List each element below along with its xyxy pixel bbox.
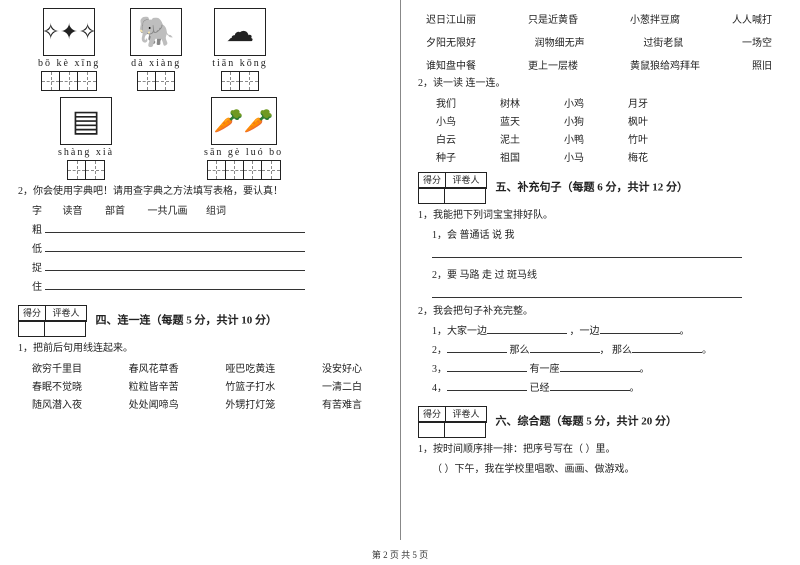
tianzi-grid [221, 71, 259, 91]
tianzi-grid [137, 71, 175, 91]
dict-row: 住 [32, 278, 382, 297]
q5-2-words: 2，要 马路 走 过 斑马线 [432, 266, 782, 285]
match-row-4: 我们树林 小鸡月牙 [436, 95, 782, 110]
stars-picture: ✧✦✧ [43, 8, 95, 56]
fill-line: 3， 有一座。 [432, 360, 782, 379]
answer-line [432, 288, 742, 298]
match-row: 迟日江山丽只是近黄昏 小葱拌豆腐人人喊打 [426, 11, 772, 26]
section-4-header: 得分 评卷人 四、连一连（每题 5 分，共计 10 分） [18, 305, 382, 337]
score-box-empty [18, 321, 86, 337]
pic-group: 🐘 dà xiàng [130, 8, 182, 91]
score-box-empty [418, 422, 486, 438]
section-6-header: 得分 评卷人 六、综合题（每题 5 分，共计 20 分） [418, 406, 782, 438]
section-5-header: 得分 评卷人 五、补充句子（每题 6 分，共计 12 分） [418, 172, 782, 204]
match-row: 谁知盘中餐更上一层楼 黄鼠狼给鸡拜年照旧 [426, 57, 772, 72]
pinyin-label: tiān kōng [212, 58, 268, 69]
q2r-lead: 2，读一读 连一连。 [418, 76, 782, 92]
dict-header-row: 字 读音 部首 一共几画 组词 [32, 202, 382, 221]
match-row: 夕阳无限好润物细无声 过街老鼠一场空 [426, 34, 772, 49]
dict-row: 粗 [32, 221, 382, 240]
q6-1-line: （ ）下午，我在学校里唱歌、画画、做游戏。 [432, 460, 782, 479]
match-row: 春眠不觉晓粒粒皆辛苦 竹篮子打水一清二白 [32, 378, 362, 393]
fill-line: 2， 那么， 那么。 [432, 341, 782, 360]
section-6-title: 六、综合题（每题 5 分，共计 20 分） [496, 415, 678, 427]
score-box: 得分 评卷人 [418, 172, 487, 189]
match-row-4: 种子祖国 小马梅花 [436, 149, 782, 164]
answer-line [432, 248, 742, 258]
pinyin-label: shàng xià [58, 147, 114, 158]
match-row: 欲穷千里目春风花草香 哑巴吃黄连没安好心 [32, 360, 362, 375]
carrot-picture: 🥕🥕 [211, 97, 277, 145]
updown-picture: ▤ [60, 97, 112, 145]
picture-row-2: ▤ shàng xià 🥕🥕 sān gè luó bo [58, 97, 382, 180]
q5-2-lead: 2，我会把句子补充完整。 [418, 304, 782, 320]
tianzi-grid [67, 160, 105, 180]
dict-row: 捉 [32, 259, 382, 278]
section-5-title: 五、补充句子（每题 6 分，共计 12 分） [496, 181, 689, 193]
dict-row: 低 [32, 240, 382, 259]
q5-1-words: 1，会 普通话 说 我 [432, 226, 782, 245]
pinyin-label: sān gè luó bo [204, 147, 283, 158]
match-row-4: 小鸟蓝天 小狗枫叶 [436, 113, 782, 128]
score-box: 得分 评卷人 [18, 305, 87, 322]
section-4-title: 四、连一连（每题 5 分，共计 10 分） [96, 314, 278, 326]
elephant-picture: 🐘 [130, 8, 182, 56]
score-box: 得分 评卷人 [418, 406, 487, 423]
q5-1-lead: 1，我能把下列词宝宝排好队。 [418, 208, 782, 224]
column-divider [400, 0, 401, 540]
left-column: ✧✦✧ bō kè xīng 🐘 dà xiàng ☁ tiān kōng [0, 0, 400, 545]
pinyin-label: bō kè xīng [38, 58, 100, 69]
pinyin-label: dà xiàng [131, 58, 181, 69]
page-footer: 第 2 页 共 5 页 [0, 548, 800, 561]
match-row-4: 白云泥土 小鸭竹叶 [436, 131, 782, 146]
score-box-empty [418, 188, 486, 204]
picture-row-1: ✧✦✧ bō kè xīng 🐘 dà xiàng ☁ tiān kōng [38, 8, 382, 91]
tianzi-grid [207, 160, 281, 180]
pic-group: ☁ tiān kōng [212, 8, 268, 91]
right-column: 迟日江山丽只是近黄昏 小葱拌豆腐人人喊打 夕阳无限好润物细无声 过街老鼠一场空 … [400, 0, 800, 545]
pic-group: ▤ shàng xià [58, 97, 114, 180]
match-row: 随风潜入夜处处闻啼鸟 外甥打灯笼有苦难言 [32, 396, 362, 411]
pic-group: ✧✦✧ bō kè xīng [38, 8, 100, 91]
q4-1-lead: 1，把前后句用线连起来。 [18, 341, 382, 357]
fill-line: 4， 已经。 [432, 379, 782, 398]
tianzi-grid [41, 71, 97, 91]
sky-picture: ☁ [214, 8, 266, 56]
pic-group: 🥕🥕 sān gè luó bo [204, 97, 283, 180]
q2-instructions: 2，你会使用字典吧！请用查字典之方法填写表格，要认真！ [18, 184, 382, 200]
fill-line: 1，大家一边 ，一边。 [432, 322, 782, 341]
q6-1-lead: 1，按时间顺序排一排：把序号写在（ ）里。 [418, 442, 782, 458]
